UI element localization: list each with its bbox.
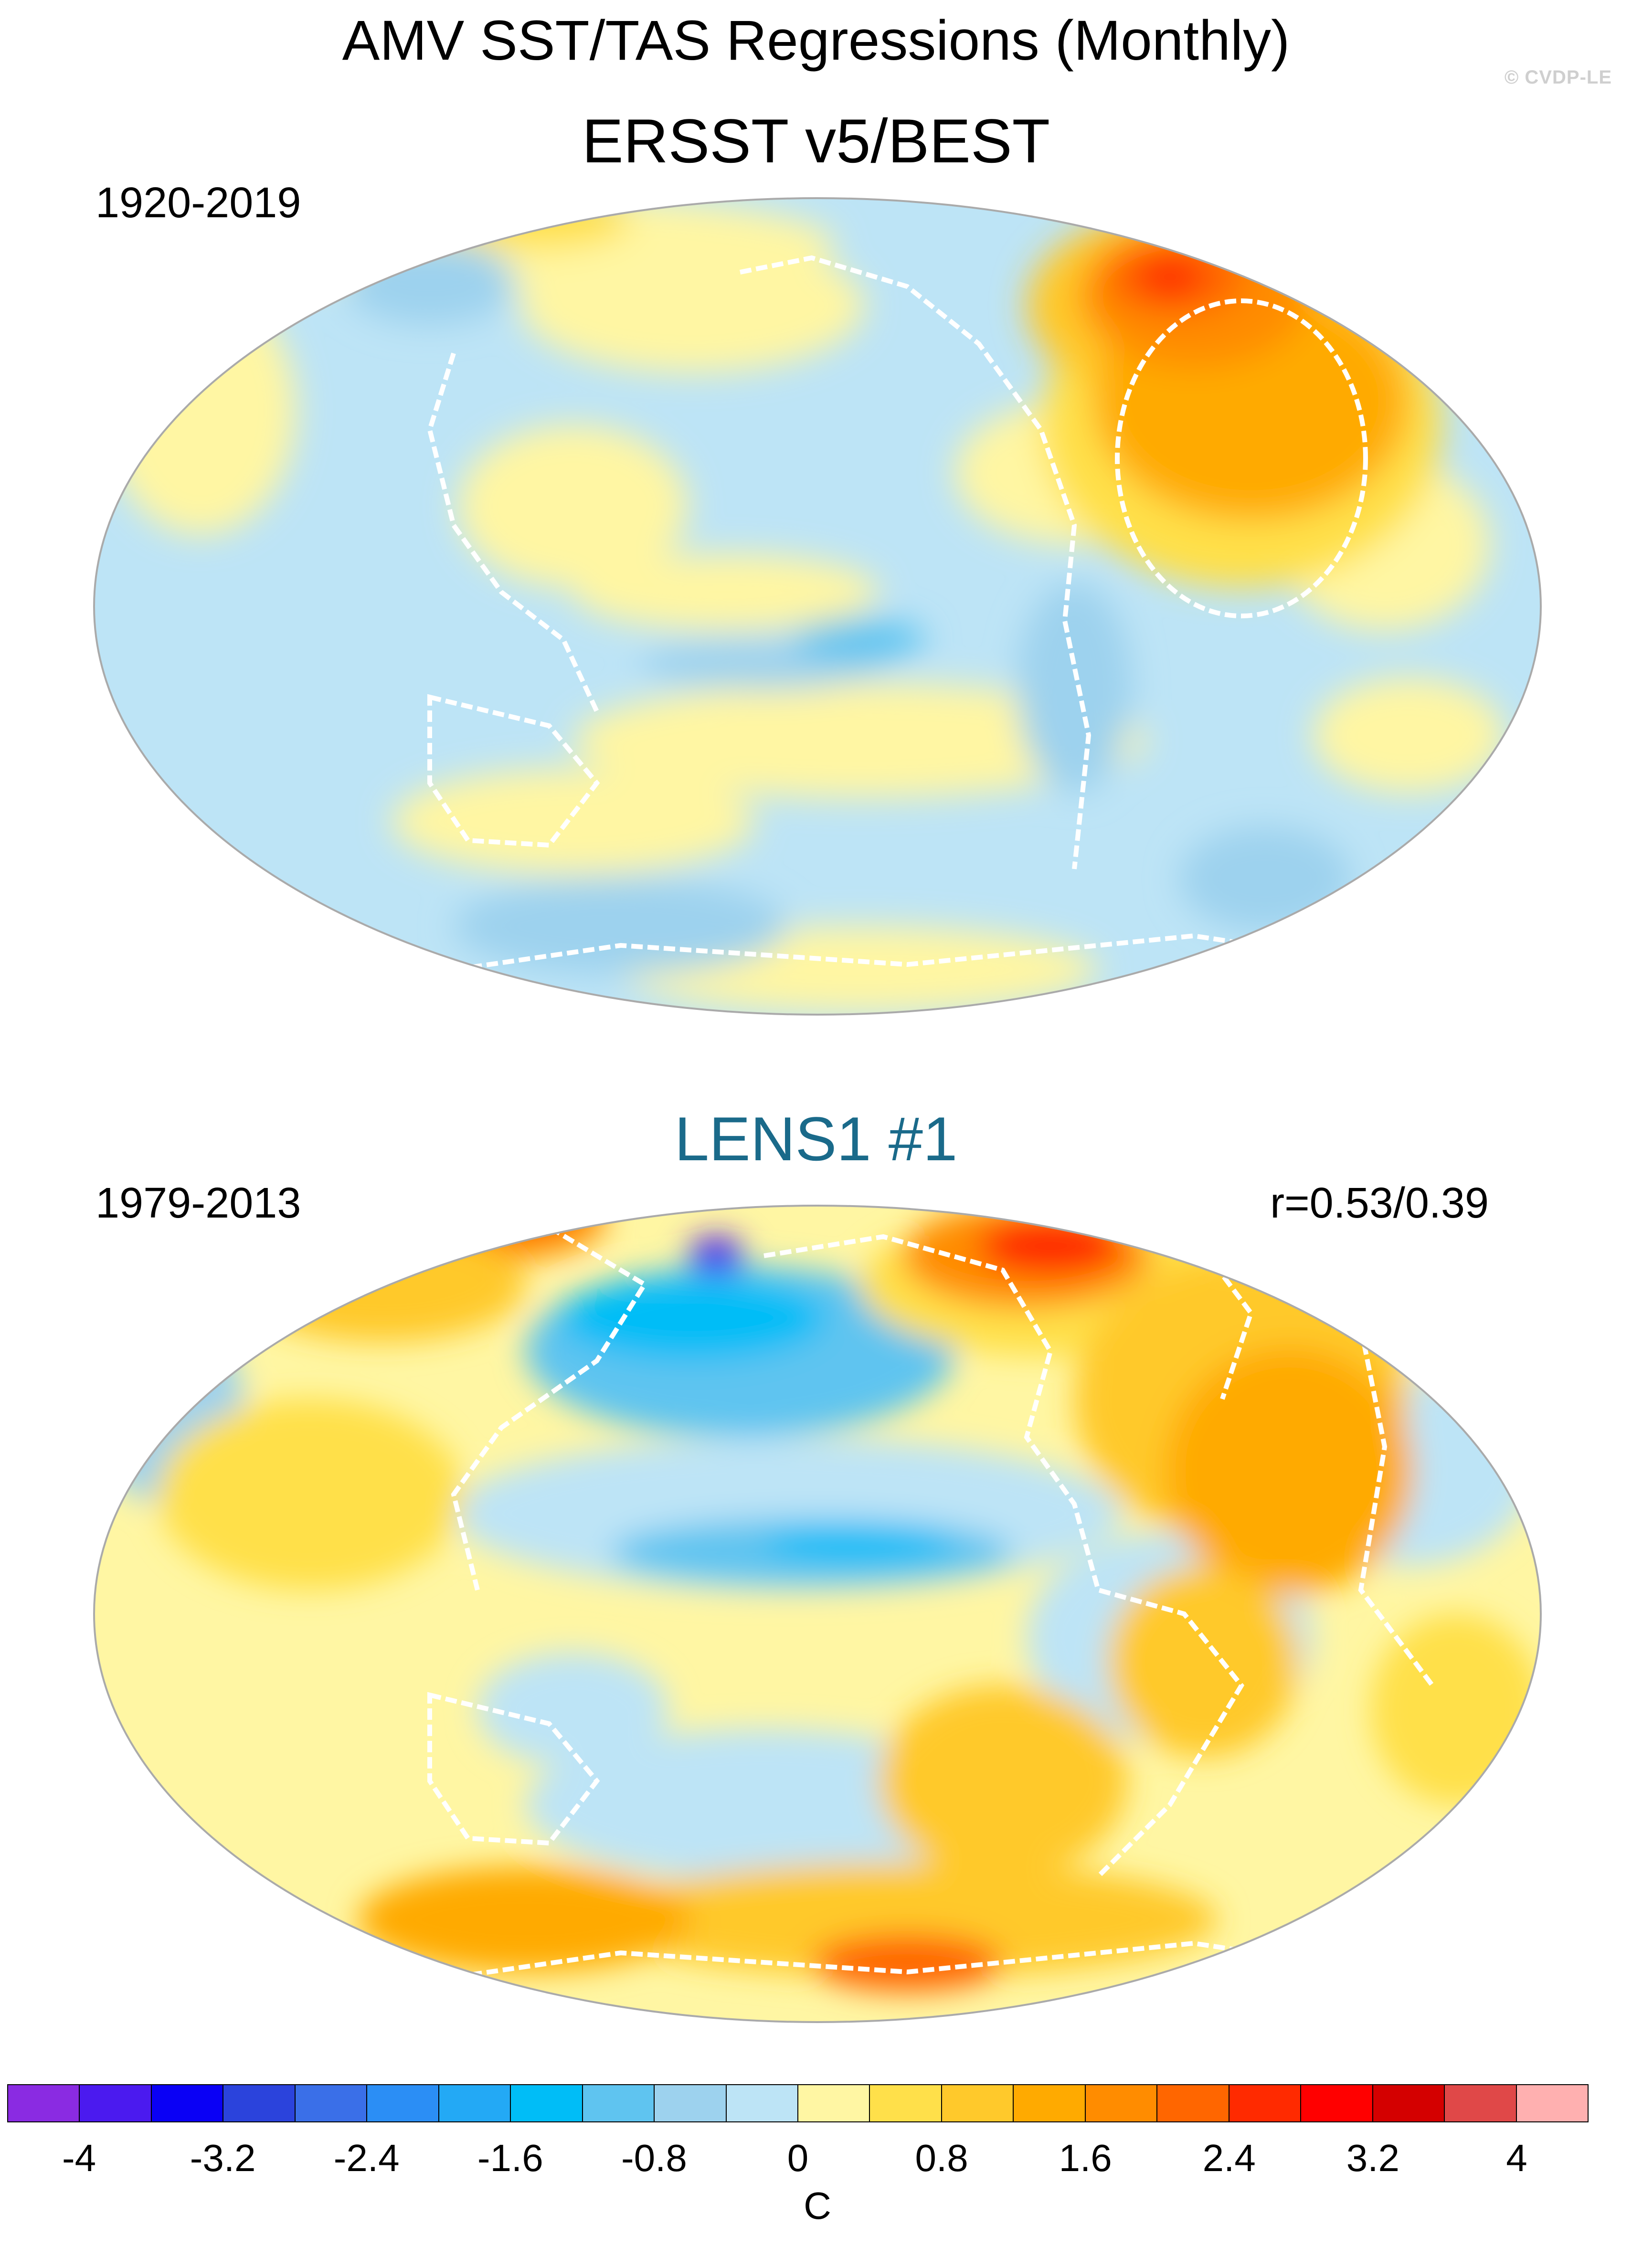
period-label-bottom: 1979-2013 [95, 1179, 301, 1227]
panel-title-bottom: LENS1 #1 [674, 1104, 958, 1174]
colorbar-cell [1516, 2085, 1588, 2121]
colorbar-cell [1373, 2085, 1445, 2121]
colorbar-cell [726, 2085, 798, 2121]
colorbar-cell [1157, 2085, 1229, 2121]
colorbar-tick-label: 2.4 [1202, 2137, 1256, 2179]
regression-map-top [93, 197, 1542, 1016]
figure-title: AMV SST/TAS Regressions (Monthly) [342, 9, 1290, 72]
colorbar-cell [798, 2085, 870, 2121]
colorbar-cell [655, 2085, 727, 2121]
colorbar-tick-label: 4 [1506, 2137, 1527, 2179]
pattern-correlation: r=0.53/0.39 [1270, 1179, 1489, 1227]
colorbar-cell [1014, 2085, 1086, 2121]
regression-map-bottom [93, 1205, 1542, 2023]
colorbar-cell [942, 2085, 1014, 2121]
colorbar-units: C [804, 2184, 831, 2227]
watermark: © CVDP-LE [1504, 67, 1612, 88]
colorbar-tick-label: 3.2 [1346, 2137, 1399, 2179]
colorbar-tick-label: -4 [62, 2137, 96, 2179]
colorbar-cell [223, 2085, 296, 2121]
colorbar-cell [1301, 2085, 1373, 2121]
colorbar-tick-label: 0 [787, 2137, 809, 2179]
colorbar-cell [8, 2085, 80, 2121]
colorbar [7, 2084, 1589, 2122]
colorbar-cell [367, 2085, 439, 2121]
colorbar-cell [80, 2085, 152, 2121]
colorbar-cell [1229, 2085, 1302, 2121]
colorbar-tick-label: 1.6 [1059, 2137, 1112, 2179]
colorbar-cell [511, 2085, 583, 2121]
colorbar-tick-label: 0.8 [915, 2137, 968, 2179]
period-label-top: 1920-2019 [95, 179, 301, 227]
colorbar-cell [295, 2085, 368, 2121]
colorbar-tick-label: -2.4 [333, 2137, 400, 2179]
colorbar-tick-label: -3.2 [190, 2137, 256, 2179]
panel-title-top: ERSST v5/BEST [582, 106, 1050, 176]
colorbar-cell [439, 2085, 511, 2121]
colorbar-cell [1445, 2085, 1517, 2121]
colorbar-cell [1085, 2085, 1158, 2121]
colorbar-tick-label: -0.8 [621, 2137, 687, 2179]
colorbar-cell [151, 2085, 224, 2121]
colorbar-cell [583, 2085, 655, 2121]
colorbar-tick-label: -1.6 [477, 2137, 543, 2179]
colorbar-cell [870, 2085, 942, 2121]
